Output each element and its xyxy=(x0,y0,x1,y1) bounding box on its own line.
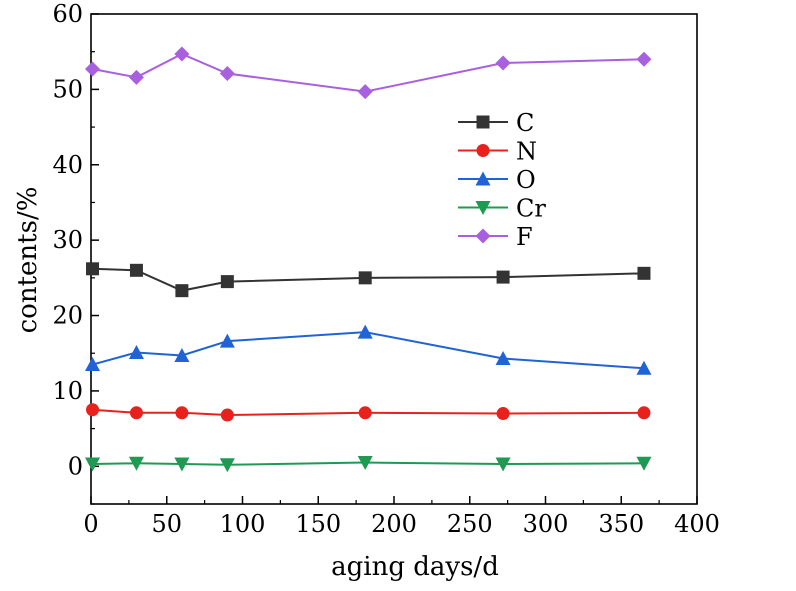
series-c xyxy=(86,262,651,298)
y-tick-label: 30 xyxy=(52,226,83,254)
data-point xyxy=(85,357,101,372)
data-point xyxy=(174,457,190,472)
data-point xyxy=(175,284,189,298)
legend-item-cr: Cr xyxy=(458,195,546,223)
data-point xyxy=(175,406,189,420)
data-point xyxy=(636,51,652,67)
y-tick-label: 40 xyxy=(52,151,83,179)
data-point xyxy=(358,271,372,285)
data-point xyxy=(174,46,190,62)
data-point xyxy=(128,344,144,359)
data-point xyxy=(85,457,101,472)
data-point xyxy=(637,266,651,280)
x-tick-label: 150 xyxy=(295,510,341,538)
data-point xyxy=(129,406,143,420)
data-point xyxy=(174,347,190,362)
legend-item-o: O xyxy=(458,166,536,194)
x-tick-label: 400 xyxy=(674,510,720,538)
y-axis-title: contents/% xyxy=(13,187,43,334)
data-point xyxy=(496,407,510,421)
y-tick-label: 0 xyxy=(68,452,83,480)
y-axis: 0 10 20 30 40 50 60 xyxy=(52,0,99,505)
y-tick-label: 60 xyxy=(52,0,83,28)
data-point xyxy=(128,456,144,471)
plot-frame xyxy=(90,13,698,505)
legend-item-n: N xyxy=(458,138,537,166)
y-tick-label: 20 xyxy=(52,302,83,330)
data-point xyxy=(636,360,652,375)
data-point xyxy=(636,456,652,471)
data-point xyxy=(86,403,100,417)
legend-label: O xyxy=(516,166,536,194)
series-n xyxy=(86,403,651,422)
series-line-f xyxy=(92,52,645,93)
y-tick-label: 10 xyxy=(52,377,83,405)
series-layer xyxy=(85,46,652,473)
data-point xyxy=(495,351,511,366)
x-tick-label: 350 xyxy=(598,510,644,538)
data-point xyxy=(357,84,373,100)
x-axis: 0 50 100 150 200 250 300 350 400 xyxy=(83,496,720,538)
legend-marker xyxy=(475,228,491,244)
series-cr xyxy=(85,456,652,473)
data-point xyxy=(495,457,511,472)
legend-label: C xyxy=(516,109,534,137)
data-point xyxy=(128,69,144,85)
data-point xyxy=(219,458,235,473)
data-point xyxy=(129,263,143,277)
data-point xyxy=(220,408,234,422)
legend-item-f: F xyxy=(458,223,533,251)
legend-marker xyxy=(475,171,491,186)
legend-item-c: C xyxy=(458,109,534,137)
data-point xyxy=(637,406,651,420)
series-o xyxy=(85,324,652,375)
x-tick-label: 300 xyxy=(523,510,569,538)
data-point xyxy=(219,333,235,348)
data-point xyxy=(220,275,234,289)
data-point xyxy=(495,55,511,71)
x-axis-title: aging days/d xyxy=(331,552,499,582)
legend-label: N xyxy=(516,138,537,166)
legend-marker xyxy=(475,201,491,215)
data-point xyxy=(219,66,235,82)
data-point xyxy=(85,61,101,77)
x-tick-label: 100 xyxy=(220,510,266,538)
data-point xyxy=(357,456,373,471)
y-tick-label: 50 xyxy=(52,75,83,103)
legend-marker xyxy=(476,115,490,129)
x-tick-label: 250 xyxy=(447,510,493,538)
data-point xyxy=(86,262,100,276)
x-tick-label: 0 xyxy=(83,510,98,538)
data-point xyxy=(357,324,373,339)
x-tick-label: 50 xyxy=(151,510,182,538)
legend-label: Cr xyxy=(516,195,546,223)
legend-marker xyxy=(476,144,490,157)
legend-label: F xyxy=(516,223,533,251)
data-point xyxy=(496,270,510,284)
series-f xyxy=(85,46,652,100)
x-tick-label: 200 xyxy=(371,510,417,538)
data-point xyxy=(358,406,372,420)
